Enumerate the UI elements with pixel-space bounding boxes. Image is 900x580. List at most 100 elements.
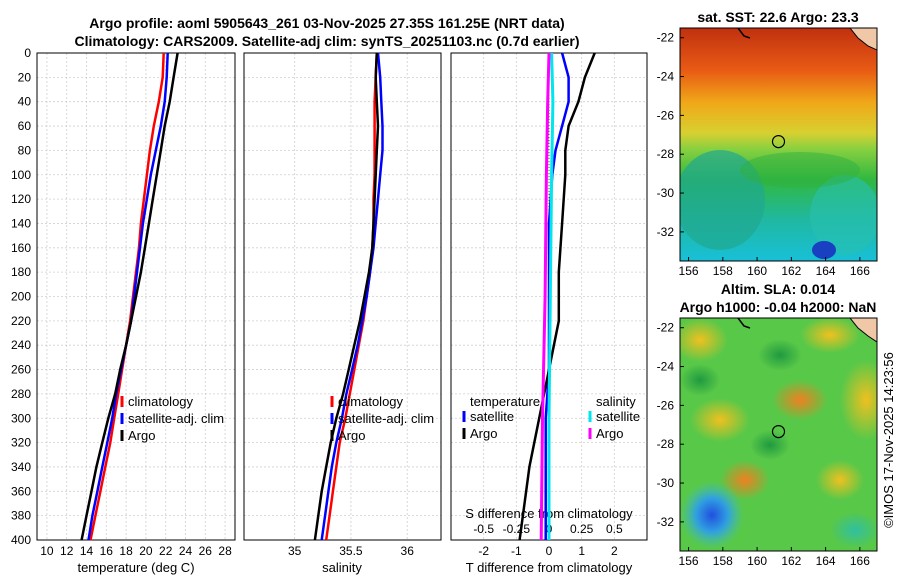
- x-tick-label: 12: [60, 544, 74, 558]
- depth-tick-label: 400: [11, 533, 31, 547]
- coastline-shape: [849, 318, 877, 343]
- x-tick-label: 26: [199, 544, 213, 558]
- legend-label: Argo: [128, 428, 155, 443]
- sla-map-title-line2: Argo h1000: -0.04 h2000: NaN: [680, 299, 877, 315]
- imos-watermark: ©IMOS 17-Nov-2025 14:23:56: [881, 352, 896, 528]
- sla-map: [680, 318, 877, 551]
- legend-label: satellite: [596, 409, 640, 424]
- secondary-x-tick-label: -0.25: [503, 522, 531, 536]
- map-x-tick-label: 156: [679, 264, 699, 278]
- temperature-satellite-line: [87, 52, 169, 541]
- x-axis-label: T difference from climatology: [466, 560, 633, 575]
- depth-tick-label: 300: [11, 411, 31, 425]
- depth-tick-label: 160: [11, 241, 31, 255]
- salinity-profile-panel: 35 35.5 36 salinity climatology satellite-adj…: [243, 52, 442, 575]
- x-tick-label: 24: [179, 544, 193, 558]
- depth-tick-label: 80: [18, 143, 32, 157]
- legend-label: Argo: [338, 428, 365, 443]
- map-y-tick-label: -22: [657, 321, 675, 335]
- map-y-tick-label: -26: [657, 108, 675, 122]
- secondary-x-tick-label: 0.25: [570, 522, 594, 536]
- legend-label: Argo: [596, 426, 623, 441]
- secondary-x-tick-label: -0.5: [473, 522, 494, 536]
- depth-tick-label: 240: [11, 338, 31, 352]
- plot-frame: [36, 52, 236, 541]
- map-y-tick-label: -28: [657, 147, 675, 161]
- depth-tick-label: 120: [11, 192, 31, 206]
- sst-cold-patch: [812, 241, 836, 259]
- x-tick-label: 2: [611, 544, 618, 558]
- x-tick-label: 14: [80, 544, 94, 558]
- map-x-tick-label: 164: [816, 264, 836, 278]
- map-x-tick-label: 162: [781, 264, 801, 278]
- map-y-tick-label: -30: [657, 186, 675, 200]
- depth-tick-label: 280: [11, 387, 31, 401]
- sst-map-axes: 156 158 160 162 164 166 -22 -24 -26 -28 -30 -32: [657, 31, 871, 278]
- depth-tick-label: 60: [18, 119, 32, 133]
- map-y-tick-label: -28: [657, 437, 675, 451]
- map-x-tick-label: 164: [816, 554, 836, 568]
- x-tick-label: 16: [100, 544, 114, 558]
- sla-map-frame: [679, 317, 878, 552]
- x-tick-label: 1: [578, 544, 585, 558]
- sla-argo-location-marker: [771, 424, 786, 439]
- depth-tick-label: 220: [11, 314, 31, 328]
- map-y-tick-label: -24: [657, 360, 675, 374]
- map-x-tick-label: 166: [850, 554, 870, 568]
- legend-label: climatology: [338, 394, 404, 409]
- temp-diff-satellite-line: [544, 52, 570, 540]
- sla-map-title-line1: Altim. SLA: 0.014: [721, 281, 836, 297]
- depth-tick-label: 140: [11, 216, 31, 230]
- depth-tick-label: 20: [18, 70, 32, 84]
- x-tick-label: 10: [40, 544, 54, 558]
- depth-tick-label: 40: [18, 95, 32, 109]
- x-tick-label: -1: [511, 544, 522, 558]
- sst-argo-location-marker: [771, 134, 786, 149]
- depth-tick-label: 320: [11, 436, 31, 450]
- depth-tick-label: 180: [11, 265, 31, 279]
- sal-diff-argo-line: [539, 52, 551, 541]
- x-axis-label: temperature (deg C): [77, 560, 194, 575]
- plot-frame: [243, 52, 442, 541]
- figure-title-line1: Argo profile: aoml 5905643_261 03-Nov-20…: [89, 15, 564, 31]
- salinity-argo-line: [313, 52, 380, 541]
- x-tick-label: 0: [546, 544, 553, 558]
- map-y-tick-label: -32: [657, 515, 675, 529]
- salinity-satellite-line: [320, 52, 384, 541]
- legend-label: Argo: [470, 426, 497, 441]
- x-tick-label: 20: [139, 544, 153, 558]
- x-tick-label: 18: [119, 544, 133, 558]
- map-x-tick-label: 162: [781, 554, 801, 568]
- sla-map-axes: 156 158 160 162 164 166 -22 -24 -26 -28 -30 -32: [657, 321, 871, 568]
- x-tick-label: 22: [159, 544, 173, 558]
- map-x-tick-label: 166: [850, 264, 870, 278]
- secondary-x-tick-label: 0.5: [606, 522, 623, 536]
- depth-tick-label: 200: [11, 290, 31, 304]
- map-y-tick-label: -22: [657, 31, 675, 45]
- depth-tick-label: 380: [11, 509, 31, 523]
- x-axis-label: salinity: [322, 560, 362, 575]
- x-tick-label: -2: [478, 544, 489, 558]
- depth-tick-label: 0: [24, 46, 31, 60]
- map-y-tick-label: -32: [657, 225, 675, 239]
- map-x-tick-label: 160: [747, 264, 767, 278]
- x-tick-label: 28: [218, 544, 232, 558]
- figure-title-line2: Climatology: CARS2009. Satellite-adj cli…: [75, 33, 580, 49]
- depth-tick-label: 260: [11, 363, 31, 377]
- map-x-tick-label: 160: [747, 554, 767, 568]
- sst-map-title: sat. SST: 22.6 Argo: 23.3: [697, 9, 859, 25]
- temperature-argo-line: [80, 52, 179, 541]
- map-x-tick-label: 158: [713, 264, 733, 278]
- depth-tick-label: 360: [11, 484, 31, 498]
- coastline-shape: [849, 28, 877, 51]
- map-y-tick-label: -24: [657, 70, 675, 84]
- map-x-tick-label: 156: [679, 554, 699, 568]
- x-tick-label: 35.5: [339, 544, 363, 558]
- x-tick-label: 35: [288, 544, 302, 558]
- x-tick-label: 36: [401, 544, 415, 558]
- legend-heading-salinity: salinity: [596, 394, 636, 409]
- legend-label: satellite: [470, 409, 514, 424]
- legend-label: climatology: [128, 394, 194, 409]
